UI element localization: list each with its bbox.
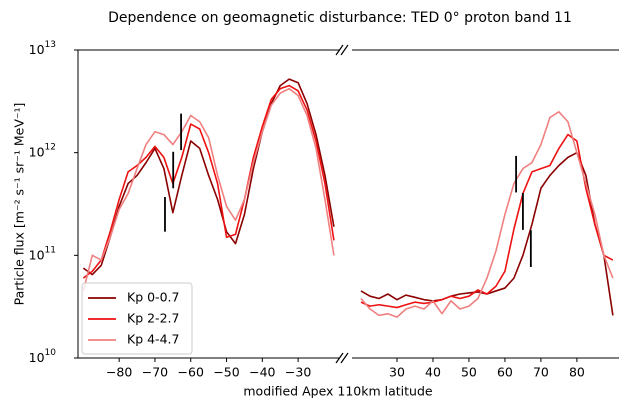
series-line [82,87,335,292]
legend: Kp 0-0.7 Kp 2-2.7 Kp 4-4.7 [81,282,193,355]
y-tick-base: 10 [29,350,45,365]
y-tick-label: 1013 [29,40,56,57]
legend-label: Kp 0-0.7 [127,290,179,305]
series-line [360,133,614,309]
series-line [360,151,614,316]
x-tick-label: −50 [213,365,239,380]
y-tick-label: 1011 [29,245,56,262]
x-tick-label: 60 [497,365,513,380]
y-tick-base: 10 [29,144,45,159]
y-tick-exponent: 12 [45,142,56,152]
x-tick-label: 70 [533,365,549,380]
x-tick-label: 40 [425,365,441,380]
legend-label: Kp 4-4.7 [127,332,179,347]
chart-title: Dependence on geomagnetic disturbance: T… [108,10,572,26]
x-tick-label: 30 [389,365,405,380]
x-axis-label: modified Apex 110km latitude [243,384,433,399]
y-tick-label: 1010 [29,348,57,365]
x-tick-label: 50 [461,365,477,380]
x-tick-label: −40 [249,365,275,380]
y-tick-base: 10 [29,247,45,262]
y-tick-exponent: 11 [45,245,56,255]
y-tick-exponent: 13 [45,40,56,50]
series-line [360,111,614,318]
x-tick-label: 80 [569,365,585,380]
x-tick-label: −30 [285,365,311,380]
x-tick-label: −60 [178,365,204,380]
legend-label: Kp 2-2.7 [127,311,179,326]
series-line [82,84,335,279]
x-tick-label: −70 [142,365,168,380]
x-tick-label: −80 [106,365,132,380]
y-axis-label: Particle flux [m⁻² s⁻¹ sr⁻¹ MeV⁻¹] [12,103,27,306]
y-tick-exponent: 10 [45,348,57,358]
series-line [82,78,335,276]
y-tick-label: 1012 [29,142,56,159]
legend-box [81,282,193,355]
y-tick-base: 10 [29,42,45,57]
axis-break [335,44,349,364]
